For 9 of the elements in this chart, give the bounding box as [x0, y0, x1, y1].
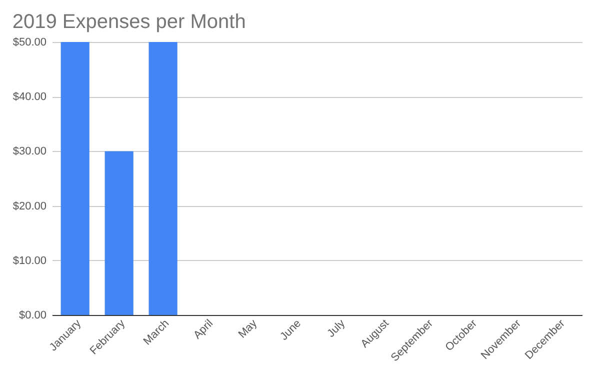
x-tick-label: July [325, 317, 348, 340]
y-tick-label: $20.00 [12, 200, 46, 212]
x-tick-label: May [236, 317, 260, 341]
y-tick-label: $40.00 [12, 91, 46, 104]
y-tick-label: $0.00 [18, 310, 46, 322]
chart-title: 2019 Expenses per Month [12, 11, 246, 33]
y-tick-label: $30.00 [12, 146, 46, 158]
y-tick-label: $50.00 [12, 36, 46, 48]
y-tick-label: $10.00 [12, 254, 46, 267]
